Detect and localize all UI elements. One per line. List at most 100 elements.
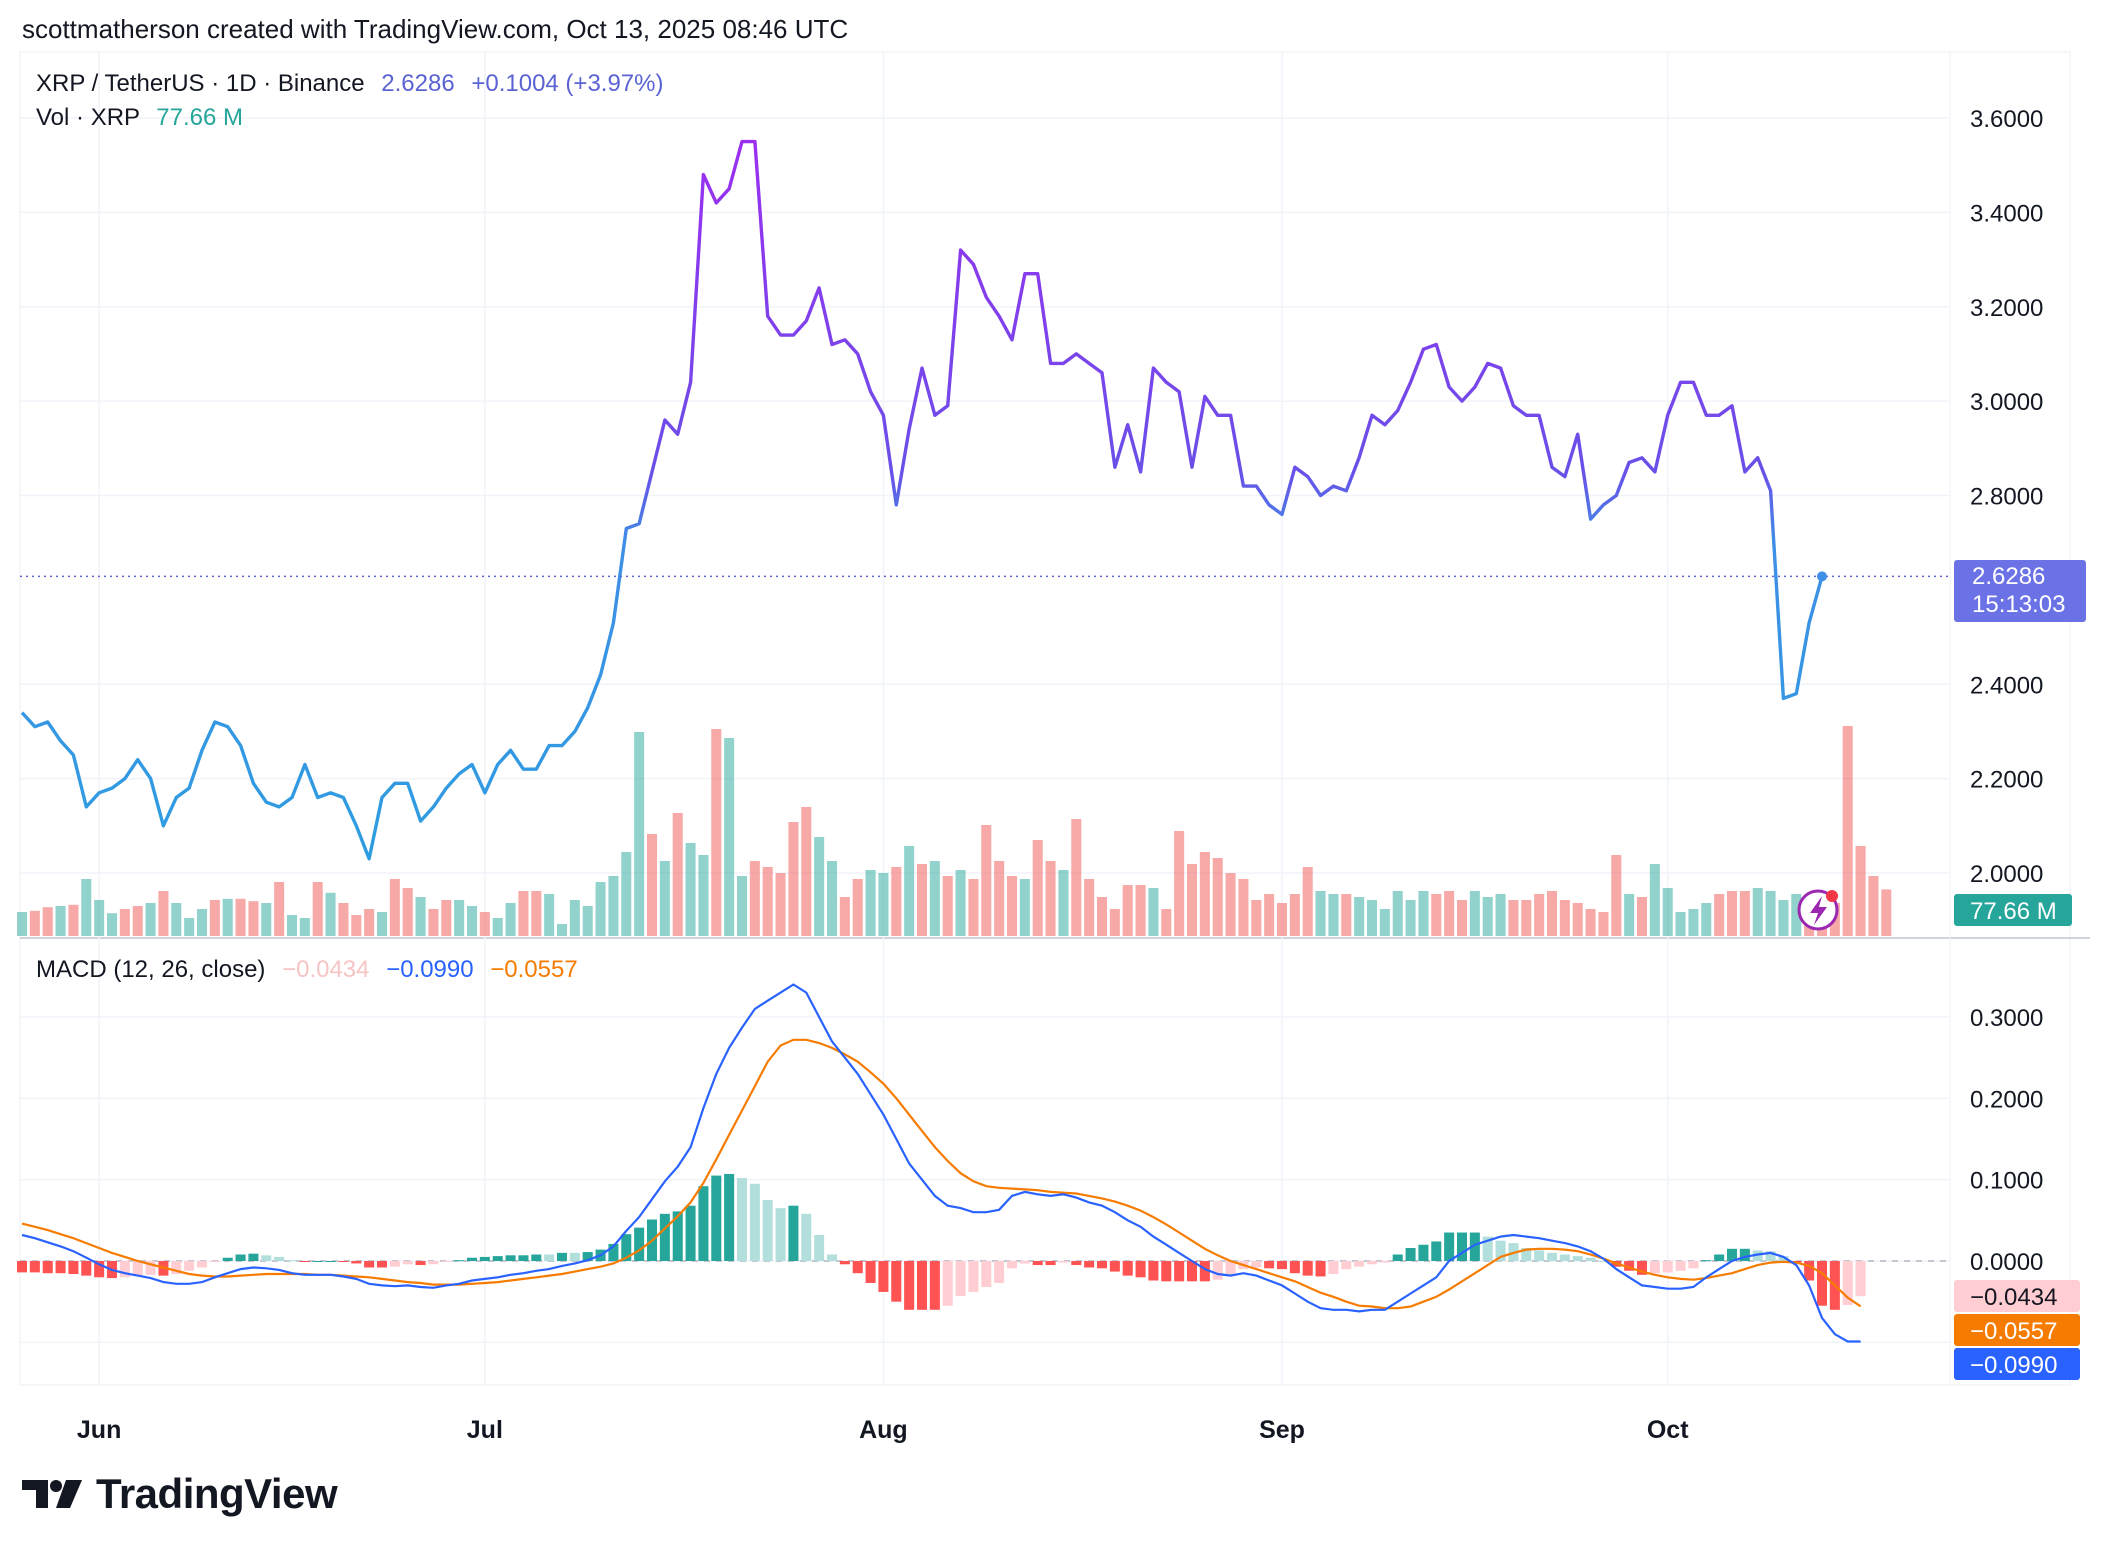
macd-hist-bar (1289, 1261, 1300, 1274)
macd-hist-bar (209, 1261, 220, 1262)
macd-hist-bar (1495, 1240, 1506, 1261)
volume-bar (1675, 912, 1686, 936)
macd-legend: MACD (12, 26, close) −0.0434 −0.0990 −0.… (36, 956, 578, 984)
volume-bar (518, 891, 529, 936)
macd-hist-bar (788, 1205, 799, 1261)
volume-bar (1559, 900, 1570, 936)
macd-signal-line (21, 1038, 1862, 1310)
tradingview-logo[interactable]: TradingView (22, 1470, 338, 1518)
macd-hist-bar (222, 1257, 233, 1261)
macd-hist-bar (1212, 1261, 1223, 1280)
macd-hist-bar (1418, 1244, 1429, 1261)
volume-bar (415, 897, 426, 936)
volume-bar (505, 903, 516, 936)
volume-bar (1444, 891, 1455, 936)
volume-tag: 77.66 M (1954, 894, 2072, 926)
macd-hist-bar (1636, 1261, 1648, 1275)
volume-bar (1019, 879, 1030, 936)
macd-hist-bar (942, 1261, 953, 1306)
macd-hist-bar (1765, 1251, 1776, 1261)
volume-bar (441, 900, 452, 936)
volume-bar (685, 843, 696, 936)
macd-hist-bar (171, 1261, 182, 1275)
macd-hist-bar (1778, 1256, 1789, 1261)
volume-bar (698, 855, 709, 936)
volume-bar (132, 906, 143, 936)
volume-bar (68, 904, 79, 936)
macd-hist-bar (119, 1261, 130, 1278)
volume-bar (1045, 861, 1056, 936)
macd-hist-bar (81, 1261, 92, 1276)
macd-hist-bar (1444, 1232, 1455, 1261)
macd-hist-bar (608, 1243, 619, 1261)
attribution-header: scottmatherson created with TradingView.… (22, 14, 849, 44)
volume-bar (646, 834, 658, 936)
macd-hist-bar (878, 1261, 889, 1292)
volume-bar (479, 912, 490, 936)
macd-hist-bar (955, 1261, 966, 1296)
macd-hist-bar (351, 1261, 362, 1264)
volume-bar (376, 912, 388, 936)
x-tick-label: Jun (77, 1416, 121, 1444)
macd-hist-bar (1624, 1261, 1635, 1271)
macd-hist-bar (762, 1200, 773, 1261)
macd-hist-bar (994, 1261, 1005, 1283)
volume-bar (274, 882, 285, 936)
macd-hist-bar (634, 1227, 645, 1261)
volume-bar (904, 846, 915, 936)
x-tick-label: Aug (859, 1416, 908, 1444)
volume-bar (1276, 903, 1288, 936)
macd-hist-bar (1752, 1250, 1763, 1261)
macd-hist-bar (1122, 1261, 1133, 1276)
macd-hist-bar (916, 1261, 928, 1310)
volume-bar (955, 870, 966, 936)
axes: 3.6000 3.4000 3.2000 3.0000 2.8000 2.4000 2.20… (77, 106, 2043, 1444)
macd-hist-bar (711, 1175, 722, 1261)
macd-hist-bar (68, 1261, 79, 1275)
flash-icon[interactable] (1797, 889, 1839, 931)
x-tick-label: Jul (467, 1416, 503, 1444)
volume-bar (1379, 909, 1390, 936)
volume-bar (389, 879, 400, 936)
volume-bar (1726, 891, 1738, 936)
volume-bar (1109, 909, 1120, 936)
macd-hist-bar (929, 1261, 940, 1310)
volume-bar (209, 900, 220, 936)
macd-hist-bar (1456, 1232, 1468, 1261)
volume-bar (145, 903, 156, 936)
tradingview-logo-icon (22, 1480, 82, 1508)
macd-hist-bar (1225, 1261, 1236, 1276)
macd-hist-bar (1148, 1261, 1159, 1281)
price-tick-label: 2.0000 (1970, 861, 2043, 888)
volume-bar (1096, 897, 1108, 936)
volume-histogram (16, 726, 1892, 936)
volume-bar (1302, 867, 1313, 936)
macd-hist-bar (505, 1255, 516, 1261)
macd-hist-bar (299, 1261, 310, 1262)
macd-hist-bar (865, 1261, 876, 1283)
macd-hist-bar (814, 1234, 825, 1261)
macd-histogram (16, 1173, 1866, 1310)
macd-hist-bar (261, 1255, 272, 1261)
volume-bar (1186, 864, 1198, 936)
price-change: +0.1004 (+3.97%) (471, 70, 664, 97)
macd-label[interactable]: MACD (12, 26, close) (36, 956, 266, 983)
volume-bar (1714, 894, 1725, 936)
volume-bar (1662, 888, 1673, 936)
macd-hist-value: −0.0434 (282, 956, 370, 983)
volume-bar (801, 807, 812, 936)
symbol-label[interactable]: XRP / TetherUS · 1D · Binance (36, 70, 365, 97)
macd-line-tag-value: −0.0990 (1970, 1352, 2057, 1379)
volume-bar (711, 729, 722, 936)
macd-hist-bar (672, 1211, 683, 1261)
macd-hist-bar (312, 1261, 323, 1262)
macd-hist-bar (364, 1261, 375, 1268)
macd-hist-bar (1521, 1247, 1532, 1261)
volume-bar (788, 822, 799, 936)
volume-bar (916, 864, 928, 936)
macd-hist-bar (582, 1252, 593, 1261)
macd-hist-bar (1392, 1254, 1403, 1261)
volume-bar (196, 909, 208, 936)
volume-label[interactable]: Vol · XRP (36, 104, 140, 131)
